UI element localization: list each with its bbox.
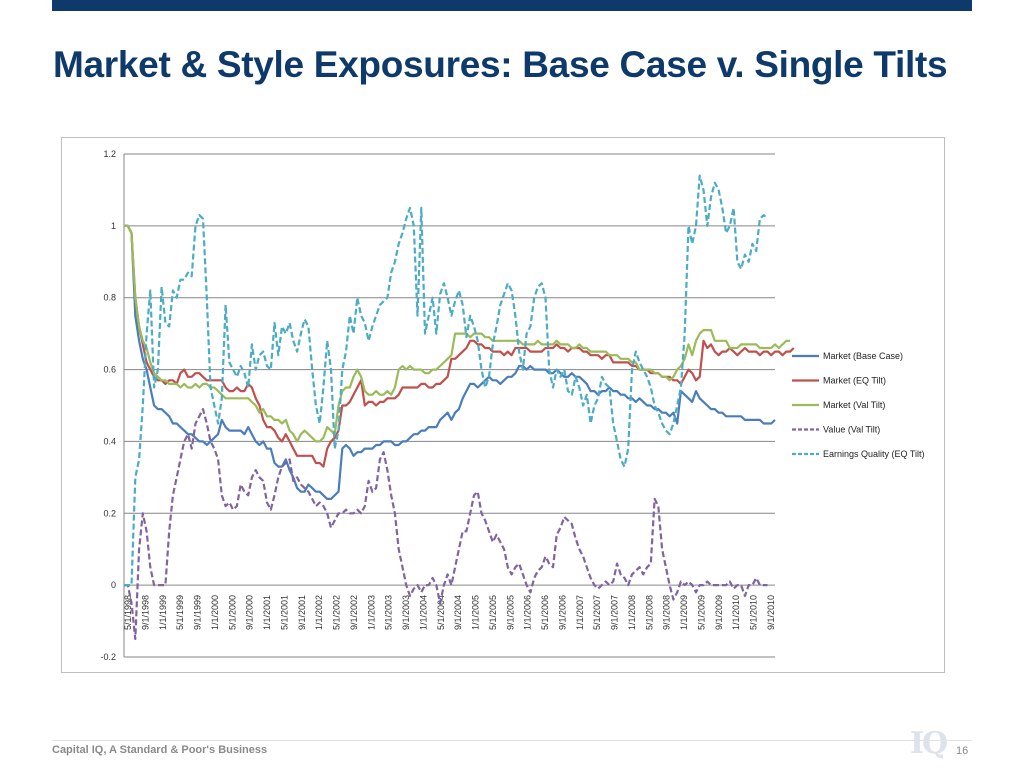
legend-label: Earnings Quality (EQ Tilt) [823, 449, 925, 459]
footer-company: Capital IQ, A Standard & Poor's Business [52, 744, 268, 756]
x-tick-label: 1/1/2001 [262, 595, 272, 630]
x-tick-label: 5/1/2010 [749, 595, 759, 630]
x-tick-label: 1/1/2007 [575, 595, 585, 630]
x-tick-label: 5/1/2009 [696, 595, 706, 630]
series-line-4 [124, 174, 769, 587]
top-accent-bar [52, 0, 972, 11]
chart-container: 1.2 1 0.8 0.6 0.4 0.2 0 -0.2 5/1/1998 9/1/1998 1/1… [61, 137, 945, 673]
y-tick-label: 0.6 [103, 365, 116, 375]
x-tick-label: 9/1/2009 [714, 595, 724, 630]
x-tick-label: 1/1/2004 [418, 595, 428, 630]
legend-label: Value (Val Tilt) [823, 425, 880, 435]
x-tick-label: 9/1/2006 [557, 595, 567, 630]
footer-divider [52, 740, 972, 741]
y-tick-label: 0.2 [103, 508, 116, 518]
x-tick-label: 1/1/2008 [627, 595, 637, 630]
slide-title: Market & Style Exposures: Base Case v. S… [53, 44, 948, 85]
x-tick-label: 5/1/1998 [123, 595, 133, 630]
x-tick-label: 5/1/2007 [592, 595, 602, 630]
x-tick-label: 5/1/2006 [540, 595, 550, 630]
x-tick-label: 9/1/2003 [401, 595, 411, 630]
x-tick-label: 1/1/2000 [210, 595, 220, 630]
legend-label: Market (Val Tilt) [823, 400, 885, 410]
x-tick-label: 9/1/2002 [349, 595, 359, 630]
x-tick-label: 9/1/2008 [662, 595, 672, 630]
y-tick-label: 0.8 [103, 293, 116, 303]
x-tick-label: 5/1/2008 [644, 595, 654, 630]
x-tick-label: 5/1/2003 [384, 595, 394, 630]
x-tick-label: 1/1/1999 [158, 595, 168, 630]
x-tick-label: 1/1/2005 [471, 595, 481, 630]
x-tick-label: 1/1/2003 [366, 595, 376, 630]
y-tick-label: 0 [111, 580, 116, 590]
series-line-0 [124, 224, 776, 500]
legend-label: Market (EQ Tilt) [823, 376, 886, 386]
x-tick-label: 5/1/2004 [436, 595, 446, 630]
x-tick-label: 9/1/2005 [505, 595, 515, 630]
x-tick-label: 5/1/2002 [332, 595, 342, 630]
page-number: 16 [956, 745, 969, 757]
capital-iq-logo: IQ [910, 726, 948, 761]
y-tick-label: -0.2 [100, 652, 116, 662]
x-tick-label: 5/1/1999 [175, 595, 185, 630]
legend-label: Market (Base Case) [823, 351, 903, 361]
x-tick-label: 5/1/2000 [227, 595, 237, 630]
series-line-3 [124, 408, 768, 641]
x-tick-label: 1/1/2010 [731, 595, 741, 630]
x-tick-label: 9/1/2010 [766, 595, 776, 630]
x-tick-label: 9/1/1999 [193, 595, 203, 630]
y-tick-label: 0.4 [103, 436, 116, 446]
x-tick-label: 9/1/1998 [140, 595, 150, 630]
x-tick-label: 5/1/2005 [488, 595, 498, 630]
x-tick-label: 1/1/2006 [523, 595, 533, 630]
x-tick-label: 9/1/2001 [297, 595, 307, 630]
x-tick-label: 1/1/2009 [679, 595, 689, 630]
line-chart: 1.2 1 0.8 0.6 0.4 0.2 0 -0.2 5/1/1998 9/1/1998 1/1… [100, 149, 925, 662]
x-tick-label: 9/1/2007 [610, 595, 620, 630]
y-tick-label: 1 [111, 221, 116, 231]
y-tick-label: 1.2 [103, 149, 116, 159]
x-tick-label: 9/1/2000 [245, 595, 255, 630]
x-tick-label: 9/1/2004 [453, 595, 463, 630]
x-tick-label: 1/1/2002 [314, 595, 324, 630]
x-tick-label: 5/1/2001 [279, 595, 289, 630]
series-line-2 [124, 224, 791, 443]
